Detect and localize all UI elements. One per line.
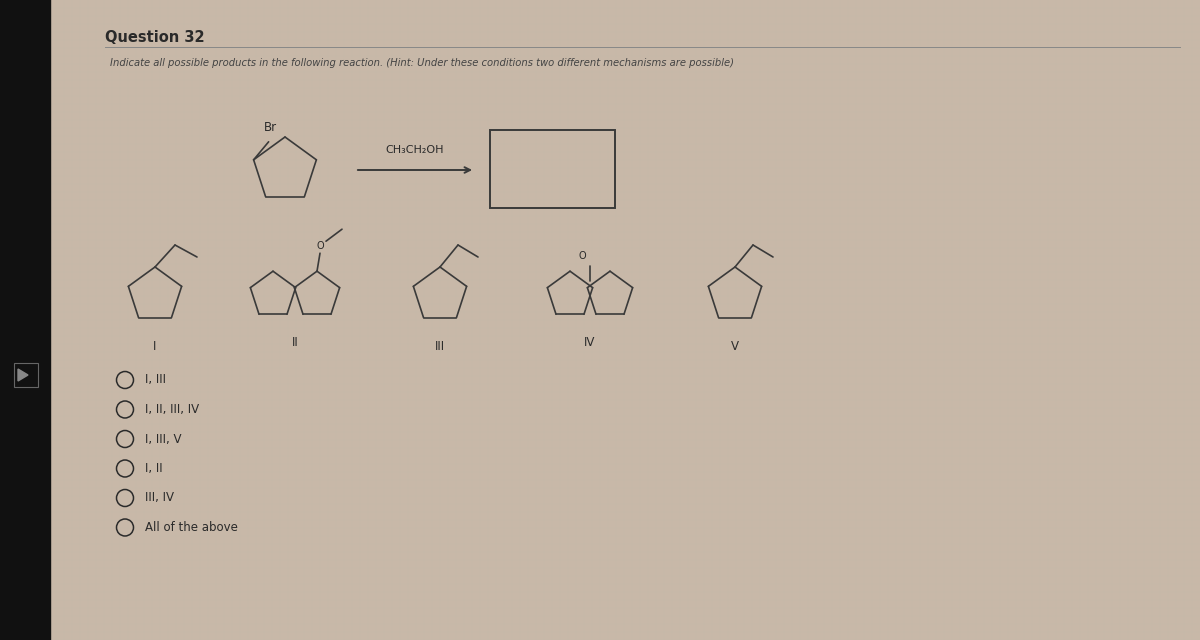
Text: I: I (154, 340, 157, 353)
Text: Indicate all possible products in the following reaction. (Hint: Under these con: Indicate all possible products in the fo… (110, 58, 734, 68)
Text: II: II (292, 336, 299, 349)
Text: III, IV: III, IV (145, 492, 174, 504)
Bar (14, 363, 38, 387)
Text: I, II, III, IV: I, II, III, IV (145, 403, 199, 416)
Text: Br: Br (264, 121, 277, 134)
Text: I, III, V: I, III, V (145, 433, 181, 445)
Text: CH₃CH₂OH: CH₃CH₂OH (385, 145, 444, 155)
Text: IV: IV (584, 336, 595, 349)
Text: All of the above: All of the above (145, 521, 238, 534)
Bar (0, 0, 50, 640)
Polygon shape (18, 369, 28, 381)
Text: III: III (434, 340, 445, 353)
Text: I, II: I, II (145, 462, 163, 475)
Text: O: O (316, 241, 324, 252)
Text: Question 32: Question 32 (106, 30, 205, 45)
Text: V: V (731, 340, 739, 353)
Text: I, III: I, III (145, 374, 166, 387)
Bar (490, 130, 616, 208)
Text: O: O (578, 252, 586, 261)
